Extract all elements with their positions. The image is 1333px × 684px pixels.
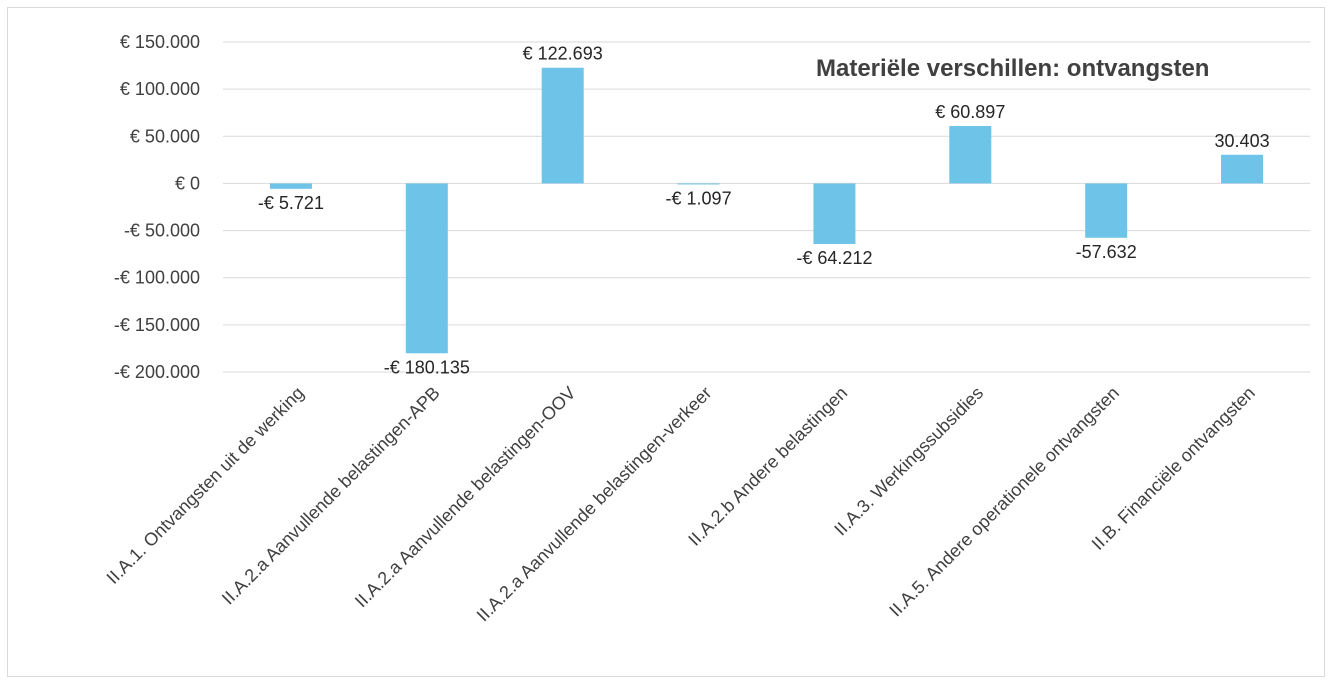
data-label: € 122.693 (523, 44, 603, 64)
x-axis-category-labels: II.A.1. Ontvangsten uit de werkingII.A.2… (103, 383, 1259, 626)
bar (269, 183, 312, 189)
bar (949, 126, 992, 184)
data-label: -€ 180.135 (384, 357, 470, 377)
bar (813, 183, 856, 244)
category-label: II.A.3. Werkingssubsidies (830, 383, 987, 540)
data-label: 30.403 (1215, 131, 1270, 151)
data-label: -€ 64.212 (796, 248, 872, 268)
y-tick-label: € 0 (175, 173, 200, 193)
category-label: II.B. Financiële ontvangsten (1088, 383, 1259, 554)
data-labels: -€ 5.721 -€ 180.135 € 122.693 -€ 1.097 -€ 64… (258, 44, 1270, 378)
gridlines (223, 41, 1310, 373)
y-axis-tick-labels: € 150.000 € 100.000 € 50.000 € 0 -€ 50.000 -€… (114, 32, 200, 382)
bar (1221, 154, 1264, 184)
y-tick-label: € 50.000 (130, 126, 200, 146)
category-label: II.A.2.a Aanvullende belastingen-APB (218, 383, 444, 609)
chart-frame (7, 7, 1325, 677)
category-label: II.A.5. Andere operationele ontvangsten (885, 383, 1123, 621)
bar (677, 183, 720, 185)
data-label: € 60.897 (935, 102, 1005, 122)
category-label: II.A.2.a Aanvullende belastingen-OOV (351, 383, 580, 612)
y-tick-label: -€ 50.000 (124, 221, 200, 241)
y-tick-label: € 150.000 (120, 32, 200, 52)
category-label: II.A.2.b Andere belastingen (684, 383, 851, 550)
data-label: -€ 5.721 (258, 193, 324, 213)
data-label: -€ 1.097 (666, 188, 732, 208)
category-label: II.A.2.a Aanvullende belastingen-verkeer (473, 383, 716, 626)
bars (269, 67, 1264, 354)
data-label: -57.632 (1076, 242, 1137, 262)
bar (1085, 183, 1128, 238)
bar (541, 67, 584, 184)
y-tick-label: € 100.000 (120, 79, 200, 99)
y-tick-label: -€ 150.000 (114, 315, 200, 335)
y-tick-label: -€ 100.000 (114, 268, 200, 288)
y-tick-label: -€ 200.000 (114, 362, 200, 382)
chart-title: Materiële verschillen: ontvangsten (816, 55, 1209, 82)
bar (405, 183, 448, 354)
